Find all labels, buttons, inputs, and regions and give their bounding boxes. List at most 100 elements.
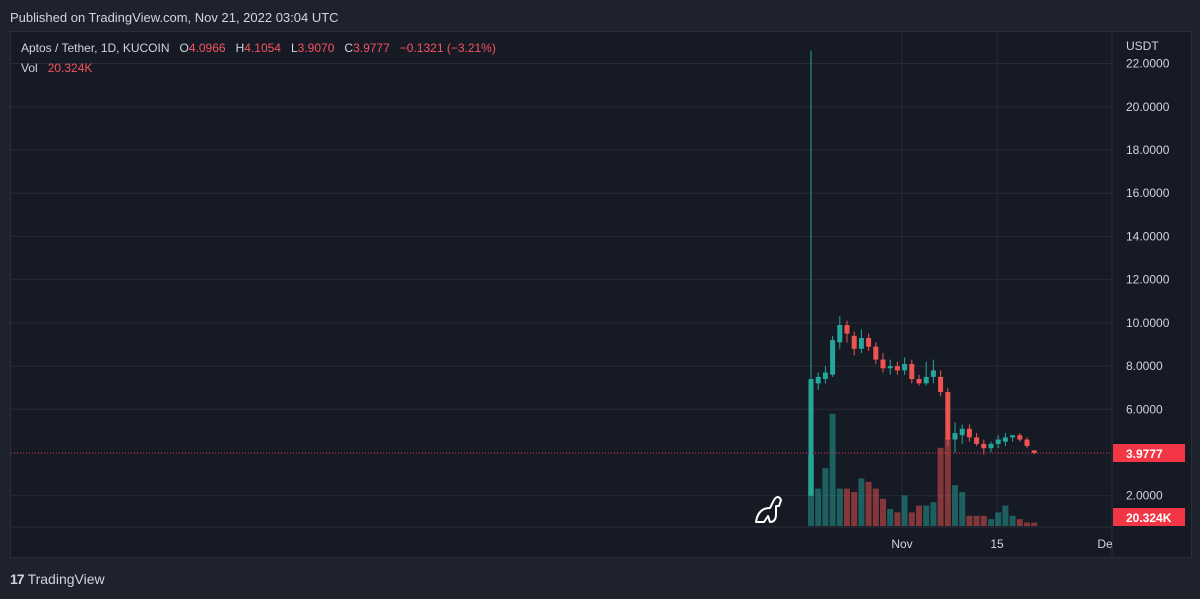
volume-bar xyxy=(1002,505,1009,526)
candle-body[interactable] xyxy=(981,443,987,449)
candle-body[interactable] xyxy=(909,363,915,380)
y-tick-label: 8.0000 xyxy=(1126,359,1163,373)
volume-bar xyxy=(923,505,930,526)
x-tick-label: Nov xyxy=(891,537,912,551)
volume-legend[interactable]: Vol 20.324K xyxy=(21,61,92,75)
volume-bar xyxy=(901,495,908,526)
volume-badge-label: 20.324K xyxy=(1126,511,1172,525)
tradingview-brand: TradingView xyxy=(27,571,105,587)
ohlc-legend[interactable]: Aptos / Tether, 1D, KUCOIN O4.0966 H4.10… xyxy=(21,41,496,55)
y-tick-label: 6.0000 xyxy=(1126,402,1163,416)
y-tick-label: 20.0000 xyxy=(1126,100,1170,114)
volume-bar xyxy=(980,515,987,526)
candle-body[interactable] xyxy=(808,379,814,496)
candle-body[interactable] xyxy=(837,325,843,343)
candle-body[interactable] xyxy=(1002,437,1008,442)
volume-bar xyxy=(851,492,858,526)
dinosaur-icon xyxy=(755,496,782,523)
candle-body[interactable] xyxy=(830,340,836,375)
y-tick-label: 12.0000 xyxy=(1126,273,1170,287)
volume-bar xyxy=(865,481,872,526)
candle-body[interactable] xyxy=(930,370,936,377)
volume-bar xyxy=(930,502,937,526)
volume-bar xyxy=(952,485,958,526)
volume-bar xyxy=(815,488,822,526)
volume-bar xyxy=(829,413,836,526)
grid-lines xyxy=(11,32,1112,526)
candle-body[interactable] xyxy=(858,337,864,349)
candle-body[interactable] xyxy=(959,428,965,436)
published-caption: Published on TradingView.com, Nov 21, 20… xyxy=(10,10,339,25)
volume-bar xyxy=(858,478,865,526)
volume-bar xyxy=(959,492,966,526)
y-tick-label: 22.0000 xyxy=(1126,57,1170,71)
candle-body[interactable] xyxy=(894,366,900,371)
volume-bar xyxy=(973,515,980,526)
candles xyxy=(808,50,1037,496)
candle-body[interactable] xyxy=(902,363,908,371)
volume-bar xyxy=(995,512,1002,526)
candle-body[interactable] xyxy=(822,372,828,380)
low-label: L xyxy=(290,41,298,55)
candle-body[interactable] xyxy=(1024,439,1030,447)
candle-body[interactable] xyxy=(1031,450,1037,454)
volume-bar xyxy=(887,509,894,526)
candle-body[interactable] xyxy=(988,443,994,449)
volume-bar xyxy=(916,505,922,526)
volume-bar xyxy=(1009,515,1016,526)
volume-badge xyxy=(1113,508,1185,526)
volume-bar xyxy=(836,488,843,526)
symbol-name[interactable]: Aptos / Tether, 1D, KUCOIN xyxy=(21,41,170,55)
candle-body[interactable] xyxy=(995,439,1001,444)
high-label: H xyxy=(235,41,245,55)
high-value: 4.1054 xyxy=(244,41,281,55)
open-value: 4.0966 xyxy=(188,41,226,55)
candle-body[interactable] xyxy=(873,346,879,360)
change-value: −0.1321 (−3.21%) xyxy=(399,41,496,55)
volume-bar xyxy=(880,498,886,526)
candle-body[interactable] xyxy=(844,325,850,334)
candle-body[interactable] xyxy=(974,437,980,444)
candle-body[interactable] xyxy=(851,335,857,349)
volume-bar xyxy=(1024,522,1030,526)
volume-bar xyxy=(894,512,901,526)
volume-label: Vol xyxy=(21,61,38,75)
volume-bar xyxy=(872,488,879,526)
currency-label: USDT xyxy=(1126,39,1159,53)
y-tick-label: 18.0000 xyxy=(1126,143,1170,157)
candle-body[interactable] xyxy=(887,366,893,369)
candle-body[interactable] xyxy=(938,376,944,393)
x-tick-label: 15 xyxy=(990,537,1004,551)
chart-frame[interactable] xyxy=(10,31,1192,558)
low-value: 3.9070 xyxy=(297,41,335,55)
candle-body[interactable] xyxy=(952,433,958,440)
candle-body[interactable] xyxy=(1017,435,1023,440)
last-price-badge xyxy=(1113,444,1185,463)
close-value: 3.9777 xyxy=(353,41,390,55)
open-label: O xyxy=(179,41,189,55)
volume-bar xyxy=(944,437,951,526)
volume-bar xyxy=(988,519,994,526)
volume-bar xyxy=(1016,519,1023,526)
tradingview-footer-logo[interactable]: 17 TradingView xyxy=(10,571,105,587)
candle-body[interactable] xyxy=(815,376,821,384)
candle-body[interactable] xyxy=(880,359,886,369)
candle-body[interactable] xyxy=(966,428,972,438)
candle-body[interactable] xyxy=(916,379,922,384)
volume-bar xyxy=(908,512,915,526)
volume-bar xyxy=(844,488,850,526)
y-tick-label: 10.0000 xyxy=(1126,316,1170,330)
candle-body[interactable] xyxy=(1010,435,1016,438)
last-price-badge-label: 3.9777 xyxy=(1126,447,1163,461)
candle-body[interactable] xyxy=(866,337,872,347)
tradingview-logo-icon: 17 xyxy=(10,571,25,587)
volume-bar xyxy=(822,468,829,526)
y-tick-label: 16.0000 xyxy=(1126,186,1170,200)
candle-body[interactable] xyxy=(923,376,929,384)
close-label: C xyxy=(344,41,354,55)
y-tick-label: 14.0000 xyxy=(1126,229,1170,243)
x-tick-label: De xyxy=(1097,537,1113,551)
candle-body[interactable] xyxy=(945,392,951,440)
volume-bar xyxy=(966,515,973,526)
